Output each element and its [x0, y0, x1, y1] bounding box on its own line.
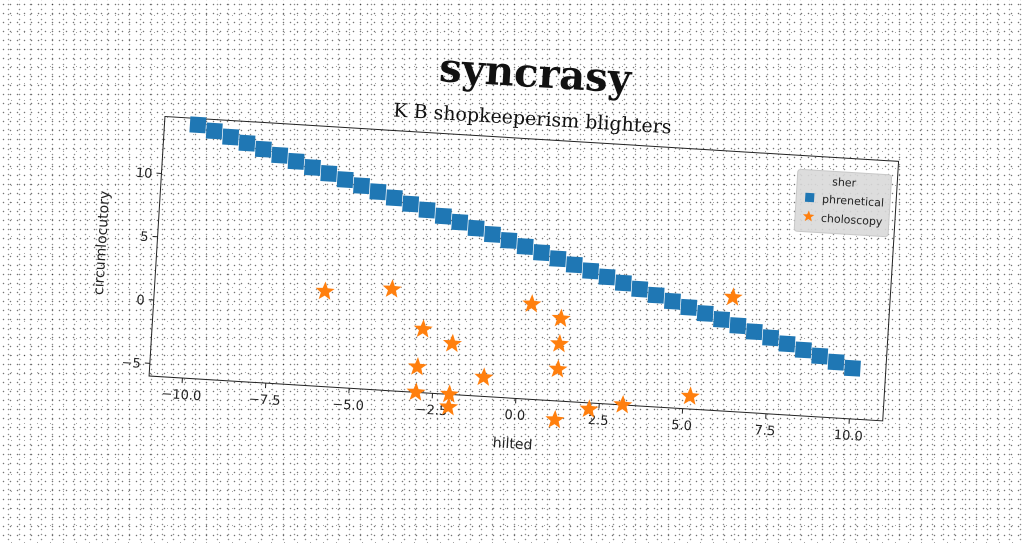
- choloscopy-point: [406, 382, 426, 401]
- phrenetical-point: [239, 135, 256, 152]
- phrenetical-point: [337, 171, 354, 188]
- plot-frame: [149, 116, 899, 420]
- x-axis-label: hilted: [492, 435, 533, 453]
- x-tick-label: 7.5: [754, 423, 776, 439]
- phrenetical-point: [713, 311, 730, 328]
- phrenetical-point: [320, 165, 337, 182]
- phrenetical-point: [517, 238, 534, 255]
- phrenetical-point: [664, 293, 681, 310]
- y-tick-label: 10: [135, 166, 152, 182]
- y-tick-label: 0: [136, 293, 145, 308]
- legend: sher phrenetical choloscopy: [794, 169, 892, 237]
- phrenetical-point: [762, 329, 779, 346]
- phrenetical-point: [648, 287, 665, 304]
- choloscopy-point: [315, 281, 335, 300]
- choloscopy-point: [474, 367, 494, 386]
- chart-suptitle: syncrasy: [438, 44, 634, 103]
- phrenetical-point: [697, 305, 714, 322]
- choloscopy-point: [613, 394, 633, 413]
- choloscopy-point: [545, 409, 565, 428]
- phrenetical-point: [566, 256, 583, 273]
- phrenetical-point: [828, 354, 845, 371]
- phrenetical-point: [795, 341, 812, 358]
- phrenetical-point: [288, 153, 305, 170]
- choloscopy-point: [549, 333, 569, 352]
- phrenetical-point: [746, 323, 763, 340]
- y-tick-label: −5: [121, 356, 141, 372]
- choloscopy-point: [723, 287, 743, 306]
- phrenetical-point: [222, 129, 239, 146]
- phrenetical-point: [500, 232, 517, 249]
- phrenetical-point: [615, 275, 632, 292]
- phrenetical-point: [255, 141, 272, 158]
- phrenetical-point: [468, 220, 485, 237]
- x-tick-label: −5.0: [332, 397, 364, 414]
- choloscopy-point: [548, 359, 568, 378]
- phrenetical-point: [779, 335, 796, 352]
- y-tick-label: 5: [140, 230, 149, 245]
- phrenetical-point: [549, 250, 566, 267]
- choloscopy-point: [407, 356, 427, 375]
- phrenetical-point: [369, 183, 386, 200]
- choloscopy-point: [413, 319, 433, 338]
- phrenetical-point: [189, 116, 206, 133]
- phrenetical-point: [402, 195, 419, 212]
- legend-title: sher: [832, 175, 857, 189]
- phrenetical-point: [435, 208, 452, 225]
- phrenetical-point: [304, 159, 321, 176]
- choloscopy-point: [551, 308, 571, 327]
- x-tick-label: 0.0: [504, 408, 526, 424]
- phrenetical-point: [680, 299, 697, 316]
- choloscopy-point: [382, 279, 402, 298]
- phrenetical-point: [844, 360, 861, 377]
- phrenetical-point: [451, 214, 468, 231]
- phrenetical-point: [484, 226, 501, 243]
- x-tick-label: 5.0: [671, 418, 693, 434]
- y-axis-label: circumlocutory: [91, 190, 113, 295]
- choloscopy-point: [680, 386, 700, 405]
- phrenetical-point: [729, 317, 746, 334]
- phrenetical-point: [271, 147, 288, 164]
- x-tick-label: −10.0: [161, 387, 202, 404]
- phrenetical-point: [811, 348, 828, 365]
- phrenetical-point: [582, 262, 599, 279]
- phrenetical-point: [419, 202, 436, 219]
- phrenetical-point: [386, 189, 403, 206]
- phrenetical-point: [206, 122, 223, 139]
- phrenetical-point: [533, 244, 550, 261]
- x-tick-label: 10.0: [833, 428, 863, 445]
- phrenetical-point: [353, 177, 370, 194]
- choloscopy-point: [522, 294, 542, 313]
- x-tick-label: 2.5: [587, 413, 609, 429]
- x-tick-label: −7.5: [249, 392, 281, 409]
- legend-square-marker: [805, 193, 815, 203]
- phrenetical-point: [599, 268, 616, 285]
- phrenetical-point: [631, 281, 648, 298]
- choloscopy-point: [442, 333, 462, 352]
